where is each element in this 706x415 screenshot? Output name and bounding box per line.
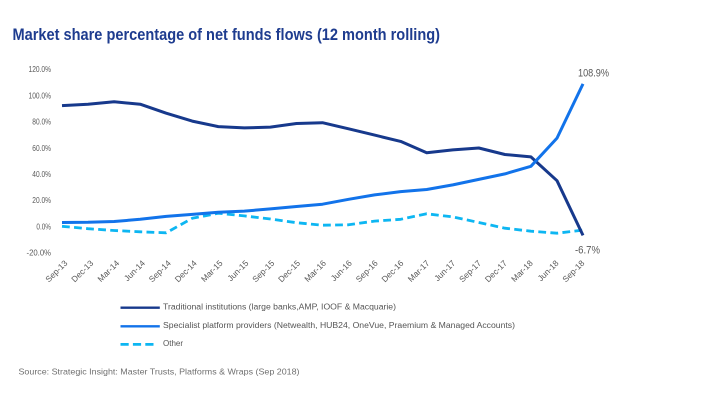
- svg-text:Specialist platform providers: Specialist platform providers (Netwealth…: [163, 321, 515, 330]
- svg-text:Traditional institutions (larg: Traditional institutions (large banks,AM…: [163, 303, 396, 312]
- svg-text:Source: Strategic Insight: Mas: Source: Strategic Insight: Master Trusts…: [19, 368, 300, 377]
- svg-text:100.0%: 100.0%: [29, 91, 52, 100]
- svg-text:40.0%: 40.0%: [32, 170, 51, 179]
- svg-text:-6.7%: -6.7%: [575, 244, 600, 256]
- svg-text:Other: Other: [163, 339, 183, 348]
- svg-text:-20.0%: -20.0%: [27, 249, 52, 258]
- svg-text:108.9%: 108.9%: [578, 67, 609, 79]
- svg-text:0.0%: 0.0%: [36, 222, 51, 231]
- svg-text:80.0%: 80.0%: [32, 118, 51, 127]
- svg-text:60.0%: 60.0%: [32, 144, 51, 153]
- svg-text:Market share percentage of net: Market share percentage of net funds flo…: [13, 26, 441, 44]
- svg-text:120.0%: 120.0%: [29, 65, 52, 74]
- svg-text:20.0%: 20.0%: [32, 196, 51, 205]
